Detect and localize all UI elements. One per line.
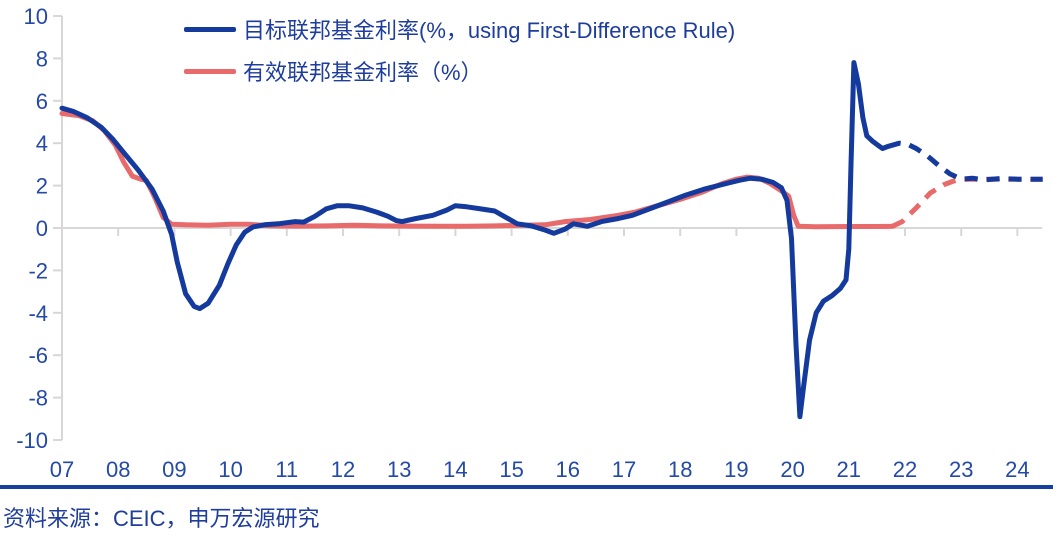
x-axis-label: 10 — [218, 457, 242, 482]
y-axis-label: -10 — [16, 428, 48, 453]
x-axis-label: 12 — [331, 457, 355, 482]
series-0-dashed-line — [887, 140, 1043, 183]
x-axis-label: 20 — [780, 457, 804, 482]
series-1-dashed-line — [891, 176, 1043, 229]
y-axis-label: 6 — [36, 89, 48, 114]
x-axis-label: 23 — [949, 457, 973, 482]
x-axis-label: 22 — [893, 457, 917, 482]
legend-line-swatch-blue — [184, 26, 236, 32]
x-axis-label: 19 — [724, 457, 748, 482]
x-axis-label: 15 — [499, 457, 523, 482]
x-axis-label: 07 — [50, 457, 74, 482]
x-axis-label: 24 — [1005, 457, 1029, 482]
legend-line-swatch-red — [184, 68, 236, 74]
legend-label-target-rate: 目标联邦基金利率(%，using First-Difference Rule) — [243, 18, 736, 43]
x-axis-label: 21 — [837, 457, 861, 482]
x-axis-label: 18 — [668, 457, 692, 482]
y-axis-label: 0 — [36, 216, 48, 241]
y-axis-label: 10 — [24, 4, 48, 29]
legend-item-effective-rate: 有效联邦基金利率（%） — [184, 56, 735, 86]
x-axis-label: 13 — [387, 457, 411, 482]
x-axis-label: 09 — [162, 457, 186, 482]
x-axis-label: 08 — [106, 457, 130, 482]
x-axis-label: 14 — [443, 457, 467, 482]
footer-divider — [0, 485, 1053, 489]
y-axis-label: -8 — [28, 386, 48, 411]
y-axis-label: 4 — [36, 131, 48, 156]
x-axis-label: 17 — [612, 457, 636, 482]
y-axis-label: 8 — [36, 46, 48, 71]
series-0-solid-line — [59, 60, 891, 420]
x-axis-label: 16 — [556, 457, 580, 482]
y-axis-label: 2 — [36, 174, 48, 199]
x-axis-label: 11 — [275, 457, 298, 482]
y-axis-label: -4 — [28, 301, 48, 326]
y-axis-label: -6 — [28, 343, 48, 368]
legend-label-effective-rate: 有效联邦基金利率（%） — [243, 60, 483, 85]
y-axis-label: -2 — [28, 258, 48, 283]
legend-item-target-rate: 目标联邦基金利率(%，using First-Difference Rule) — [184, 14, 735, 44]
source-note: 资料来源：CEIC，申万宏源研究 — [3, 506, 320, 531]
chart-legend: 目标联邦基金利率(%，using First-Difference Rule) … — [184, 14, 735, 98]
